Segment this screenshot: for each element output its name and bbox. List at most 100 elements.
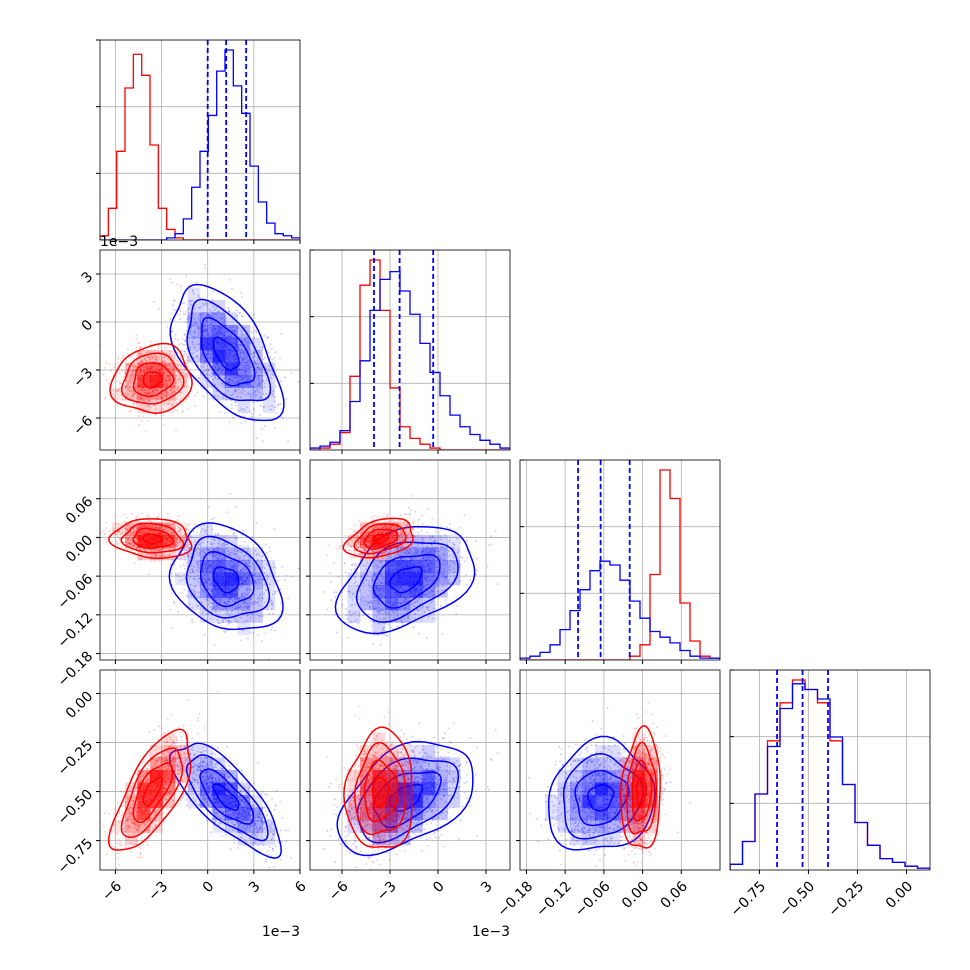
scatter-point [217,310,220,312]
scatter-point [197,548,200,550]
contour-line [132,527,174,550]
scatter-point [173,399,176,402]
scatter-point [135,538,137,540]
scatter-point [117,356,120,359]
scatter-point [203,609,206,612]
scatter-point [154,559,156,562]
scatter-point [152,390,155,392]
scatter-point [171,387,174,390]
scatter-point [202,362,205,365]
scatter-point [244,562,247,565]
scatter-point [279,357,281,360]
scatter-point [219,602,222,605]
scatter-point [118,538,121,541]
scatter-point [189,594,192,597]
scatter-point [202,577,205,580]
scatter-point [182,538,185,540]
scatter-point [226,543,228,546]
histogram-0 [100,49,300,240]
scatter-point [179,532,182,535]
scatter-point [162,423,165,426]
scatter-point [230,529,233,531]
scatter-point [354,576,356,579]
scatter-point [451,542,454,544]
scatter-point [221,621,224,623]
scatter-point [220,318,223,321]
scatter-point [237,606,240,608]
scatter-point [216,395,219,398]
scatter-point [257,614,260,617]
scatter-point [166,375,169,378]
scatter-point [188,336,191,339]
scatter-point [277,579,280,582]
scatter-point [162,386,165,389]
scatter-point [190,535,192,538]
scatter-point [236,314,238,317]
scatter-point [173,386,176,388]
scatter-point [169,374,172,376]
scatter-point [198,377,201,380]
scatter-point [196,605,199,608]
scatter-point [161,397,164,400]
scatter-point [264,567,266,569]
scatter-point [241,359,244,362]
scatter-point [168,375,171,378]
scatter-point [255,522,258,524]
scatter-point [397,601,400,604]
scatter-point [197,577,200,580]
scatter-point [281,416,284,419]
scatter-point [136,395,138,397]
scatter-point [166,527,169,530]
scatter-point [242,351,245,353]
scatter-point [213,597,216,600]
scatter-point [244,610,247,612]
scatter-point [127,353,130,356]
scatter-point [207,351,210,353]
scatter-point [158,560,161,563]
scatter-point [269,356,272,358]
scatter-point [248,393,251,395]
scatter-point [165,346,168,349]
scatter-point [133,392,136,395]
scatter-point [176,538,179,540]
scatter-point [239,570,242,572]
scatter-point [212,313,215,315]
density-bin [187,337,201,351]
scatter-point [436,583,438,585]
scatter-point [201,588,204,591]
scatter-point [333,591,336,594]
scatter-point [223,321,226,324]
scatter-point [154,358,157,361]
scatter-point [172,531,175,534]
scatter-point [281,566,284,568]
histogram-1 [310,259,510,450]
scatter-point [155,554,158,557]
scatter-point [386,612,389,615]
scatter-point [248,558,251,560]
scatter-point [163,363,165,366]
scatter-point [144,392,147,395]
scatter-point [428,596,431,599]
scatter-point [118,381,121,383]
scatter-point [219,600,222,602]
scatter-point [155,409,157,412]
scatter-point [202,612,204,615]
scatter-point [122,530,124,532]
scatter-point [241,388,244,390]
scatter-point [200,352,203,355]
scatter-point [176,379,179,382]
scatter-point [241,340,244,343]
scatter-point [213,516,216,519]
scatter-point [208,578,211,580]
scatter-point [258,384,261,387]
scatter-point [179,549,182,551]
scatter-point [200,530,203,533]
scatter-point [241,369,244,371]
scatter-point [155,356,158,359]
scatter-point [250,375,253,378]
scatter-point [247,547,249,550]
scatter-point [123,399,126,401]
scatter-point [168,379,170,382]
scatter-point [118,389,121,392]
scatter-point [239,551,242,554]
